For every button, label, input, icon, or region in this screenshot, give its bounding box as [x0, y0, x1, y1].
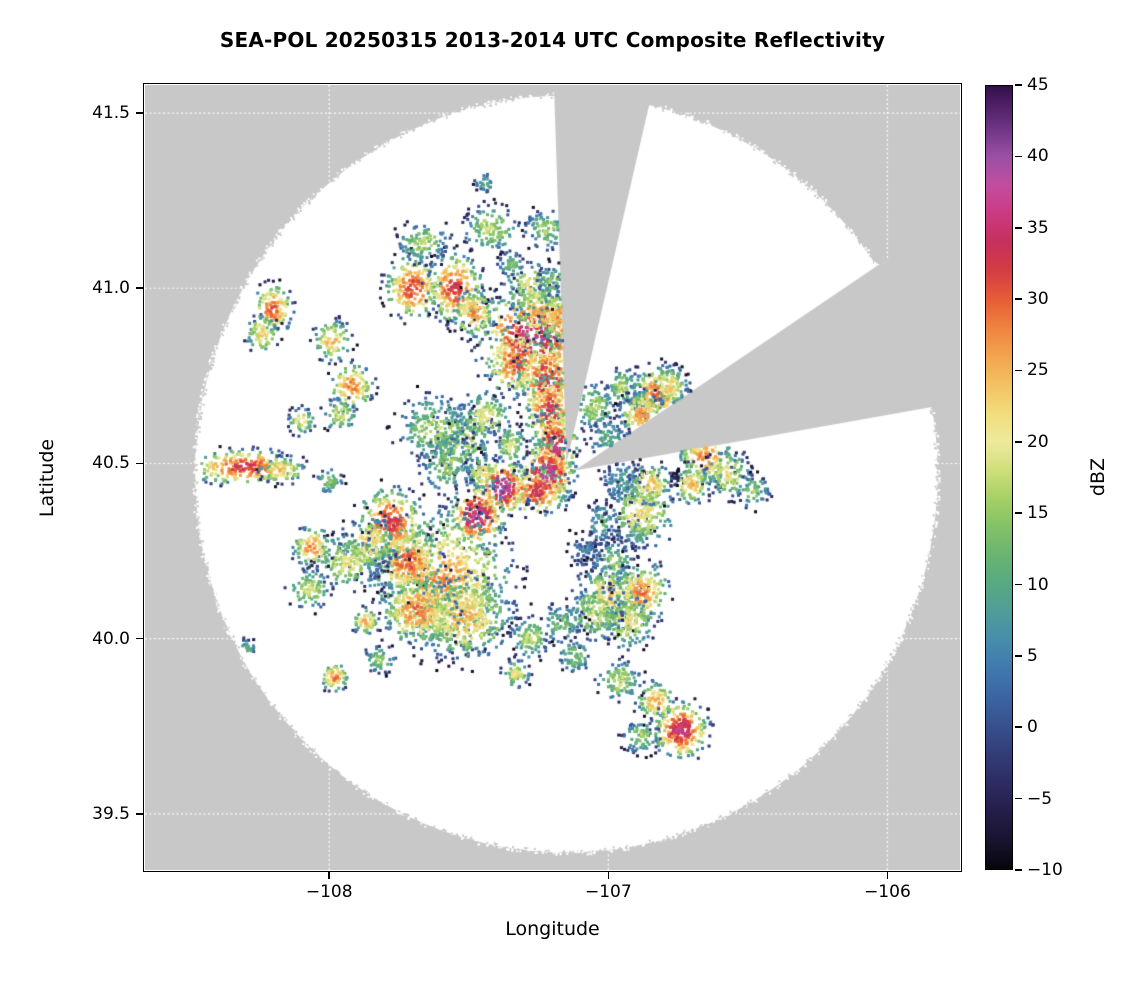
colorbar-tick-mark: [1015, 869, 1022, 871]
colorbar-tick-label: 45: [1027, 75, 1049, 95]
colorbar-tick-label: −5: [1027, 788, 1053, 809]
colorbar-tick-mark: [1015, 726, 1022, 729]
colorbar-tick-label: 15: [1027, 503, 1049, 524]
x-tick-label: −107: [584, 882, 632, 902]
y-tick-mark: [136, 112, 143, 114]
x-tick-mark: [886, 872, 889, 879]
reflectivity-field-canvas: [145, 85, 960, 870]
y-tick-mark: [136, 287, 143, 290]
y-tick-mark: [136, 813, 143, 815]
colorbar-tick-label: −10: [1027, 860, 1063, 880]
colorbar: [985, 85, 1013, 870]
x-tick-mark: [328, 872, 330, 879]
colorbar-tick-label: 20: [1027, 431, 1049, 452]
colorbar-tick-label: 40: [1027, 146, 1049, 167]
colorbar-tick-mark: [1015, 298, 1022, 300]
y-tick-label: 39.5: [92, 803, 130, 824]
colorbar-tick-label: 0: [1027, 717, 1038, 738]
x-tick-label: −108: [305, 882, 353, 902]
colorbar-tick-mark: [1015, 84, 1022, 86]
x-axis-label: Longitude: [505, 918, 600, 940]
colorbar-tick-label: 10: [1027, 574, 1049, 595]
y-tick-label: 41.5: [92, 103, 130, 124]
colorbar-tick-mark: [1015, 369, 1022, 372]
colorbar-tick-mark: [1015, 512, 1022, 514]
colorbar-tick-mark: [1015, 655, 1022, 657]
colorbar-gradient: [986, 86, 1012, 869]
colorbar-tick-mark: [1015, 155, 1022, 158]
colorbar-tick-label: 25: [1027, 360, 1049, 381]
colorbar-tick-mark: [1015, 797, 1022, 800]
colorbar-tick-mark: [1015, 441, 1022, 443]
y-tick-label: 40.0: [92, 628, 130, 649]
y-tick-mark: [136, 637, 143, 640]
y-tick-label: 41.0: [92, 278, 130, 299]
x-tick-mark: [607, 872, 610, 879]
y-axis-label: Latitude: [36, 438, 58, 518]
colorbar-label: dBZ: [1087, 457, 1109, 497]
y-tick-mark: [136, 462, 143, 465]
colorbar-tick-label: 30: [1027, 289, 1049, 310]
colorbar-tick-label: 5: [1027, 645, 1038, 666]
colorbar-tick-label: 35: [1027, 217, 1049, 238]
y-tick-label: 40.5: [92, 453, 130, 474]
colorbar-tick-mark: [1015, 583, 1022, 586]
x-tick-label: −106: [864, 882, 911, 902]
chart-title: SEA-POL 20250315 2013-2014 UTC Composite…: [219, 28, 886, 52]
colorbar-tick-mark: [1015, 226, 1022, 229]
